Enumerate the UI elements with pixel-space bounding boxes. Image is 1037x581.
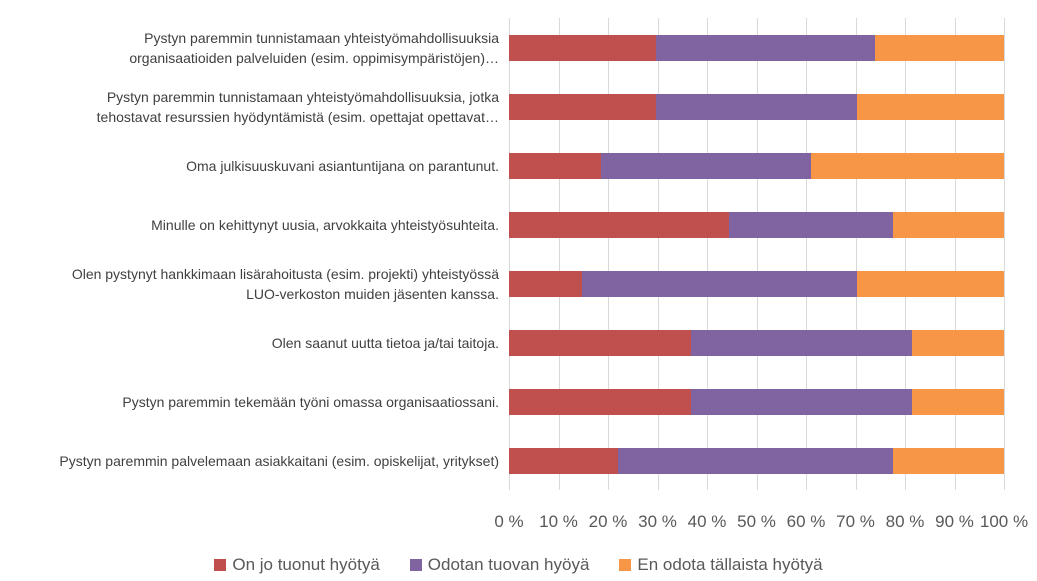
bar-segment — [509, 270, 583, 297]
category-label: Pystyn paremmin tunnistamaan yhteistyöma… — [129, 29, 499, 66]
bar-segment — [655, 93, 857, 120]
grid-line — [905, 18, 906, 490]
bar-segment — [893, 447, 1004, 474]
legend-item: On jo tuonut hyötyä — [214, 555, 380, 575]
bar-segment — [875, 34, 1004, 61]
bar-segment — [509, 447, 618, 474]
x-tick-label: 100 % — [979, 512, 1029, 531]
bar-segment — [509, 211, 729, 238]
legend: On jo tuonut hyötyä Odotan tuovan hyöyä En… — [0, 555, 1037, 575]
legend-swatch — [619, 559, 632, 571]
legend-item: En odota tällaista hyötyä — [619, 555, 823, 575]
grid-line — [855, 18, 857, 490]
x-tick-label: 60 % — [786, 512, 826, 531]
bar-segment — [810, 152, 1004, 179]
legend-label: En odota tällaista hyötyä — [637, 555, 823, 574]
grid-line — [806, 18, 807, 490]
x-tick-label: 30 % — [638, 512, 677, 531]
category-label: Olen saanut uutta tietoa ja/tai taitoja. — [271, 334, 499, 351]
x-tick-label: 70 % — [836, 512, 875, 531]
category-label: Oma julkisuuskuvani asiantuntijana on pa… — [186, 157, 499, 174]
x-tick-label: 20 % — [588, 512, 628, 531]
grid-line — [657, 18, 659, 490]
x-tick-label: 10 % — [539, 512, 578, 531]
bar-segment — [893, 211, 1004, 238]
bar-segment — [617, 447, 894, 474]
bar-segment — [582, 270, 857, 297]
x-tick-label: 90 % — [935, 512, 974, 531]
bar-segment — [509, 34, 656, 61]
category-label: Olen pystynyt hankkimaan lisärahoitusta … — [71, 265, 499, 302]
bar-segment — [691, 388, 912, 415]
grid-line — [558, 18, 560, 490]
legend-swatch — [409, 559, 422, 571]
bar-segment — [728, 211, 894, 238]
category-label: Pystyn paremmin palvelemaan asiakkaitani… — [59, 452, 499, 469]
x-tick-label: 50 % — [737, 512, 776, 531]
x-tick-label: 40 % — [687, 512, 727, 531]
bar-segment — [509, 388, 692, 415]
legend-swatch — [214, 559, 227, 571]
bar-segment — [911, 329, 1004, 356]
bar-segment — [911, 388, 1004, 415]
category-label: Minulle on kehittynyt uusia, arvokkaita … — [151, 216, 499, 233]
bar-segment — [509, 152, 601, 179]
grid-line — [608, 18, 609, 490]
category-label: Pystyn paremmin tunnistamaan yhteistyöma… — [96, 88, 499, 125]
legend-label: Odotan tuovan hyöyä — [427, 555, 590, 574]
bar-segment — [509, 93, 656, 120]
x-tick-label: 80 % — [885, 512, 925, 531]
legend-label: On jo tuonut hyötyä — [232, 555, 380, 574]
bar-segment — [856, 93, 1004, 120]
bar-segment — [856, 270, 1004, 297]
grid-line — [707, 18, 708, 490]
x-tick-label: 0 % — [494, 512, 524, 531]
category-label: Pystyn paremmin tekemään työni omassa or… — [122, 393, 499, 410]
grid-line — [509, 18, 510, 490]
bar-segment — [655, 34, 876, 61]
grid-line — [756, 18, 758, 490]
grid-line — [1004, 18, 1005, 490]
legend-item: Odotan tuovan hyöyä — [409, 555, 590, 575]
bar-segment — [600, 152, 811, 179]
bar-segment — [691, 329, 912, 356]
bar-segment — [509, 329, 692, 356]
grid-line — [954, 18, 956, 490]
